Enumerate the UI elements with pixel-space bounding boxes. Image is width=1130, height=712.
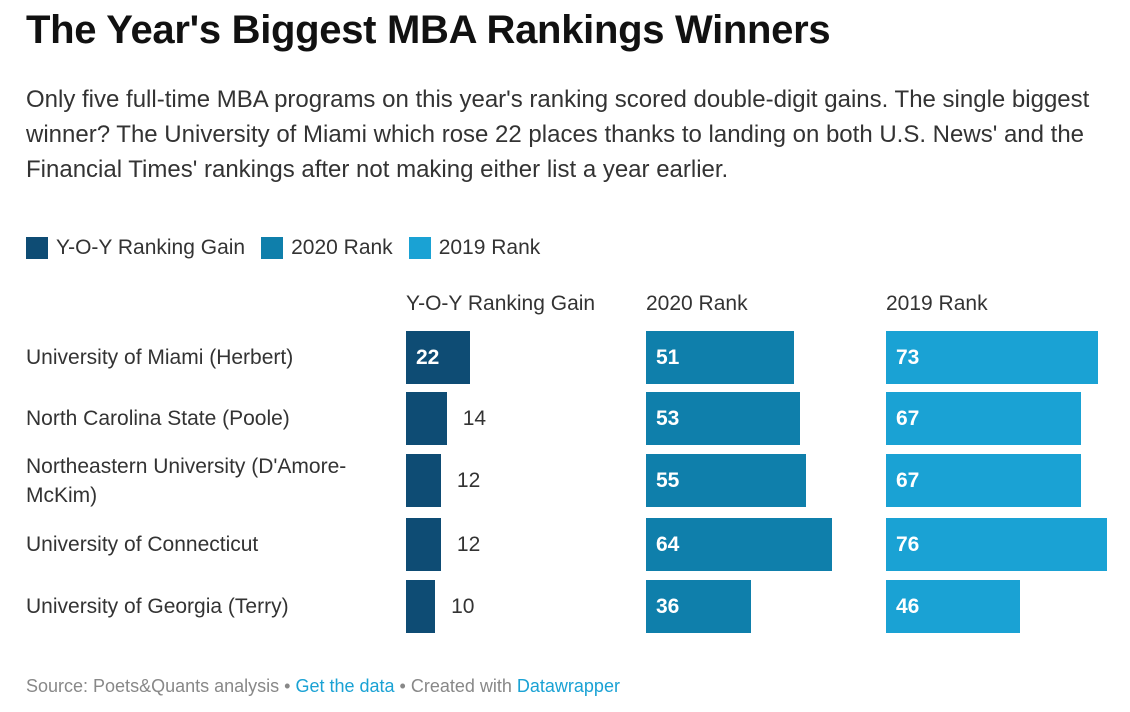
bar-2020-rank-university-of-miami-herbert bbox=[646, 331, 795, 384]
value-label-2019-rank-university-of-georgia-terry: 46 bbox=[896, 594, 920, 618]
legend-item-2020: 2020 Rank bbox=[261, 236, 393, 260]
legend-swatch-gain bbox=[26, 237, 48, 259]
category-label-northeastern-university-d-amore-mckim: Northeastern University (D'Amore-McKim) bbox=[26, 454, 347, 507]
bar-2019-rank-university-of-georgia-terry bbox=[886, 580, 1020, 633]
bar-y-o-y-ranking-gain-university-of-connecticut bbox=[406, 518, 441, 571]
bar-2019-rank-northeastern-university-d-amore-mckim bbox=[886, 454, 1081, 507]
category-label-university-of-connecticut: University of Connecticut bbox=[26, 533, 259, 556]
legend-label-2019: 2019 Rank bbox=[438, 236, 541, 259]
value-label-2019-rank-university-of-miami-herbert: 73 bbox=[896, 345, 920, 369]
bar-y-o-y-ranking-gain-northeastern-university-d-amore-mckim bbox=[406, 454, 441, 507]
legend-label-2020: 2020 Rank bbox=[291, 236, 393, 259]
legend-item-gain: Y-O-Y Ranking Gain bbox=[26, 236, 245, 260]
legend-label-gain: Y-O-Y Ranking Gain bbox=[56, 236, 246, 259]
chart-title: The Year's Biggest MBA Rankings Winners bbox=[26, 8, 831, 52]
value-label-y-o-y-ranking-gain-university-of-miami-herbert: 22 bbox=[416, 345, 440, 369]
value-label-2020-rank-university-of-miami-herbert: 51 bbox=[656, 345, 680, 369]
legend-swatch-2020 bbox=[261, 237, 284, 259]
category-label-north-carolina-state-poole: North Carolina State (Poole) bbox=[26, 407, 290, 430]
value-label-2020-rank-north-carolina-state-poole: 53 bbox=[656, 406, 680, 430]
footer-separator: • bbox=[279, 676, 296, 696]
bar-2019-rank-north-carolina-state-poole bbox=[886, 392, 1081, 445]
column-header-gain: Y-O-Y Ranking Gain bbox=[406, 292, 596, 315]
bar-2019-rank-university-of-connecticut bbox=[886, 518, 1108, 571]
bar-2019-rank-university-of-miami-herbert bbox=[886, 331, 1099, 384]
datawrapper-link[interactable]: Datawrapper bbox=[516, 676, 620, 696]
value-label-y-o-y-ranking-gain-university-of-georgia-terry: 10 bbox=[451, 594, 475, 618]
bar-y-o-y-ranking-gain-north-carolina-state-poole bbox=[406, 392, 447, 445]
value-label-y-o-y-ranking-gain-northeastern-university-d-amore-mckim: 12 bbox=[456, 468, 481, 492]
bar-2020-rank-university-of-connecticut bbox=[646, 518, 833, 571]
bar-y-o-y-ranking-gain-university-of-georgia-terry bbox=[406, 580, 436, 633]
chart-subtitle: Only five full-time MBA programs on this… bbox=[26, 86, 1090, 183]
column-header-2020: 2020 Rank bbox=[646, 292, 748, 315]
value-label-2020-rank-northeastern-university-d-amore-mckim: 55 bbox=[656, 468, 680, 492]
value-label-2019-rank-university-of-connecticut: 76 bbox=[896, 532, 920, 556]
category-label-university-of-georgia-terry: University of Georgia (Terry) bbox=[26, 595, 289, 618]
legend: Y-O-Y Ranking Gain 2020 Rank 2019 Rank bbox=[26, 236, 556, 260]
value-label-2019-rank-north-carolina-state-poole: 67 bbox=[896, 406, 920, 430]
bar-2020-rank-north-carolina-state-poole bbox=[646, 392, 801, 445]
get-the-data-link[interactable]: Get the data bbox=[295, 676, 395, 696]
bar-2020-rank-university-of-georgia-terry bbox=[646, 580, 751, 633]
bar-2020-rank-northeastern-university-d-amore-mckim bbox=[646, 454, 807, 507]
value-label-2020-rank-university-of-georgia-terry: 36 bbox=[656, 594, 680, 618]
value-label-2019-rank-northeastern-university-d-amore-mckim: 67 bbox=[896, 468, 920, 492]
column-header-2019: 2019 Rank bbox=[886, 292, 988, 315]
value-label-y-o-y-ranking-gain-north-carolina-state-poole: 14 bbox=[462, 406, 487, 430]
value-label-2020-rank-university-of-connecticut: 64 bbox=[656, 532, 680, 556]
bar-y-o-y-ranking-gain-university-of-miami-herbert bbox=[406, 331, 471, 384]
legend-swatch-2019 bbox=[408, 237, 431, 259]
chart-footer: Source: Poets&Quants analysis • Get the … bbox=[26, 676, 620, 697]
footer-created-with: • Created with bbox=[394, 676, 517, 696]
value-label-y-o-y-ranking-gain-university-of-connecticut: 12 bbox=[456, 532, 481, 556]
footer-source: Source: Poets&Quants analysis bbox=[26, 676, 280, 696]
legend-item-2019: 2019 Rank bbox=[408, 236, 541, 260]
category-label-university-of-miami-herbert: University of Miami (Herbert) bbox=[26, 346, 294, 369]
